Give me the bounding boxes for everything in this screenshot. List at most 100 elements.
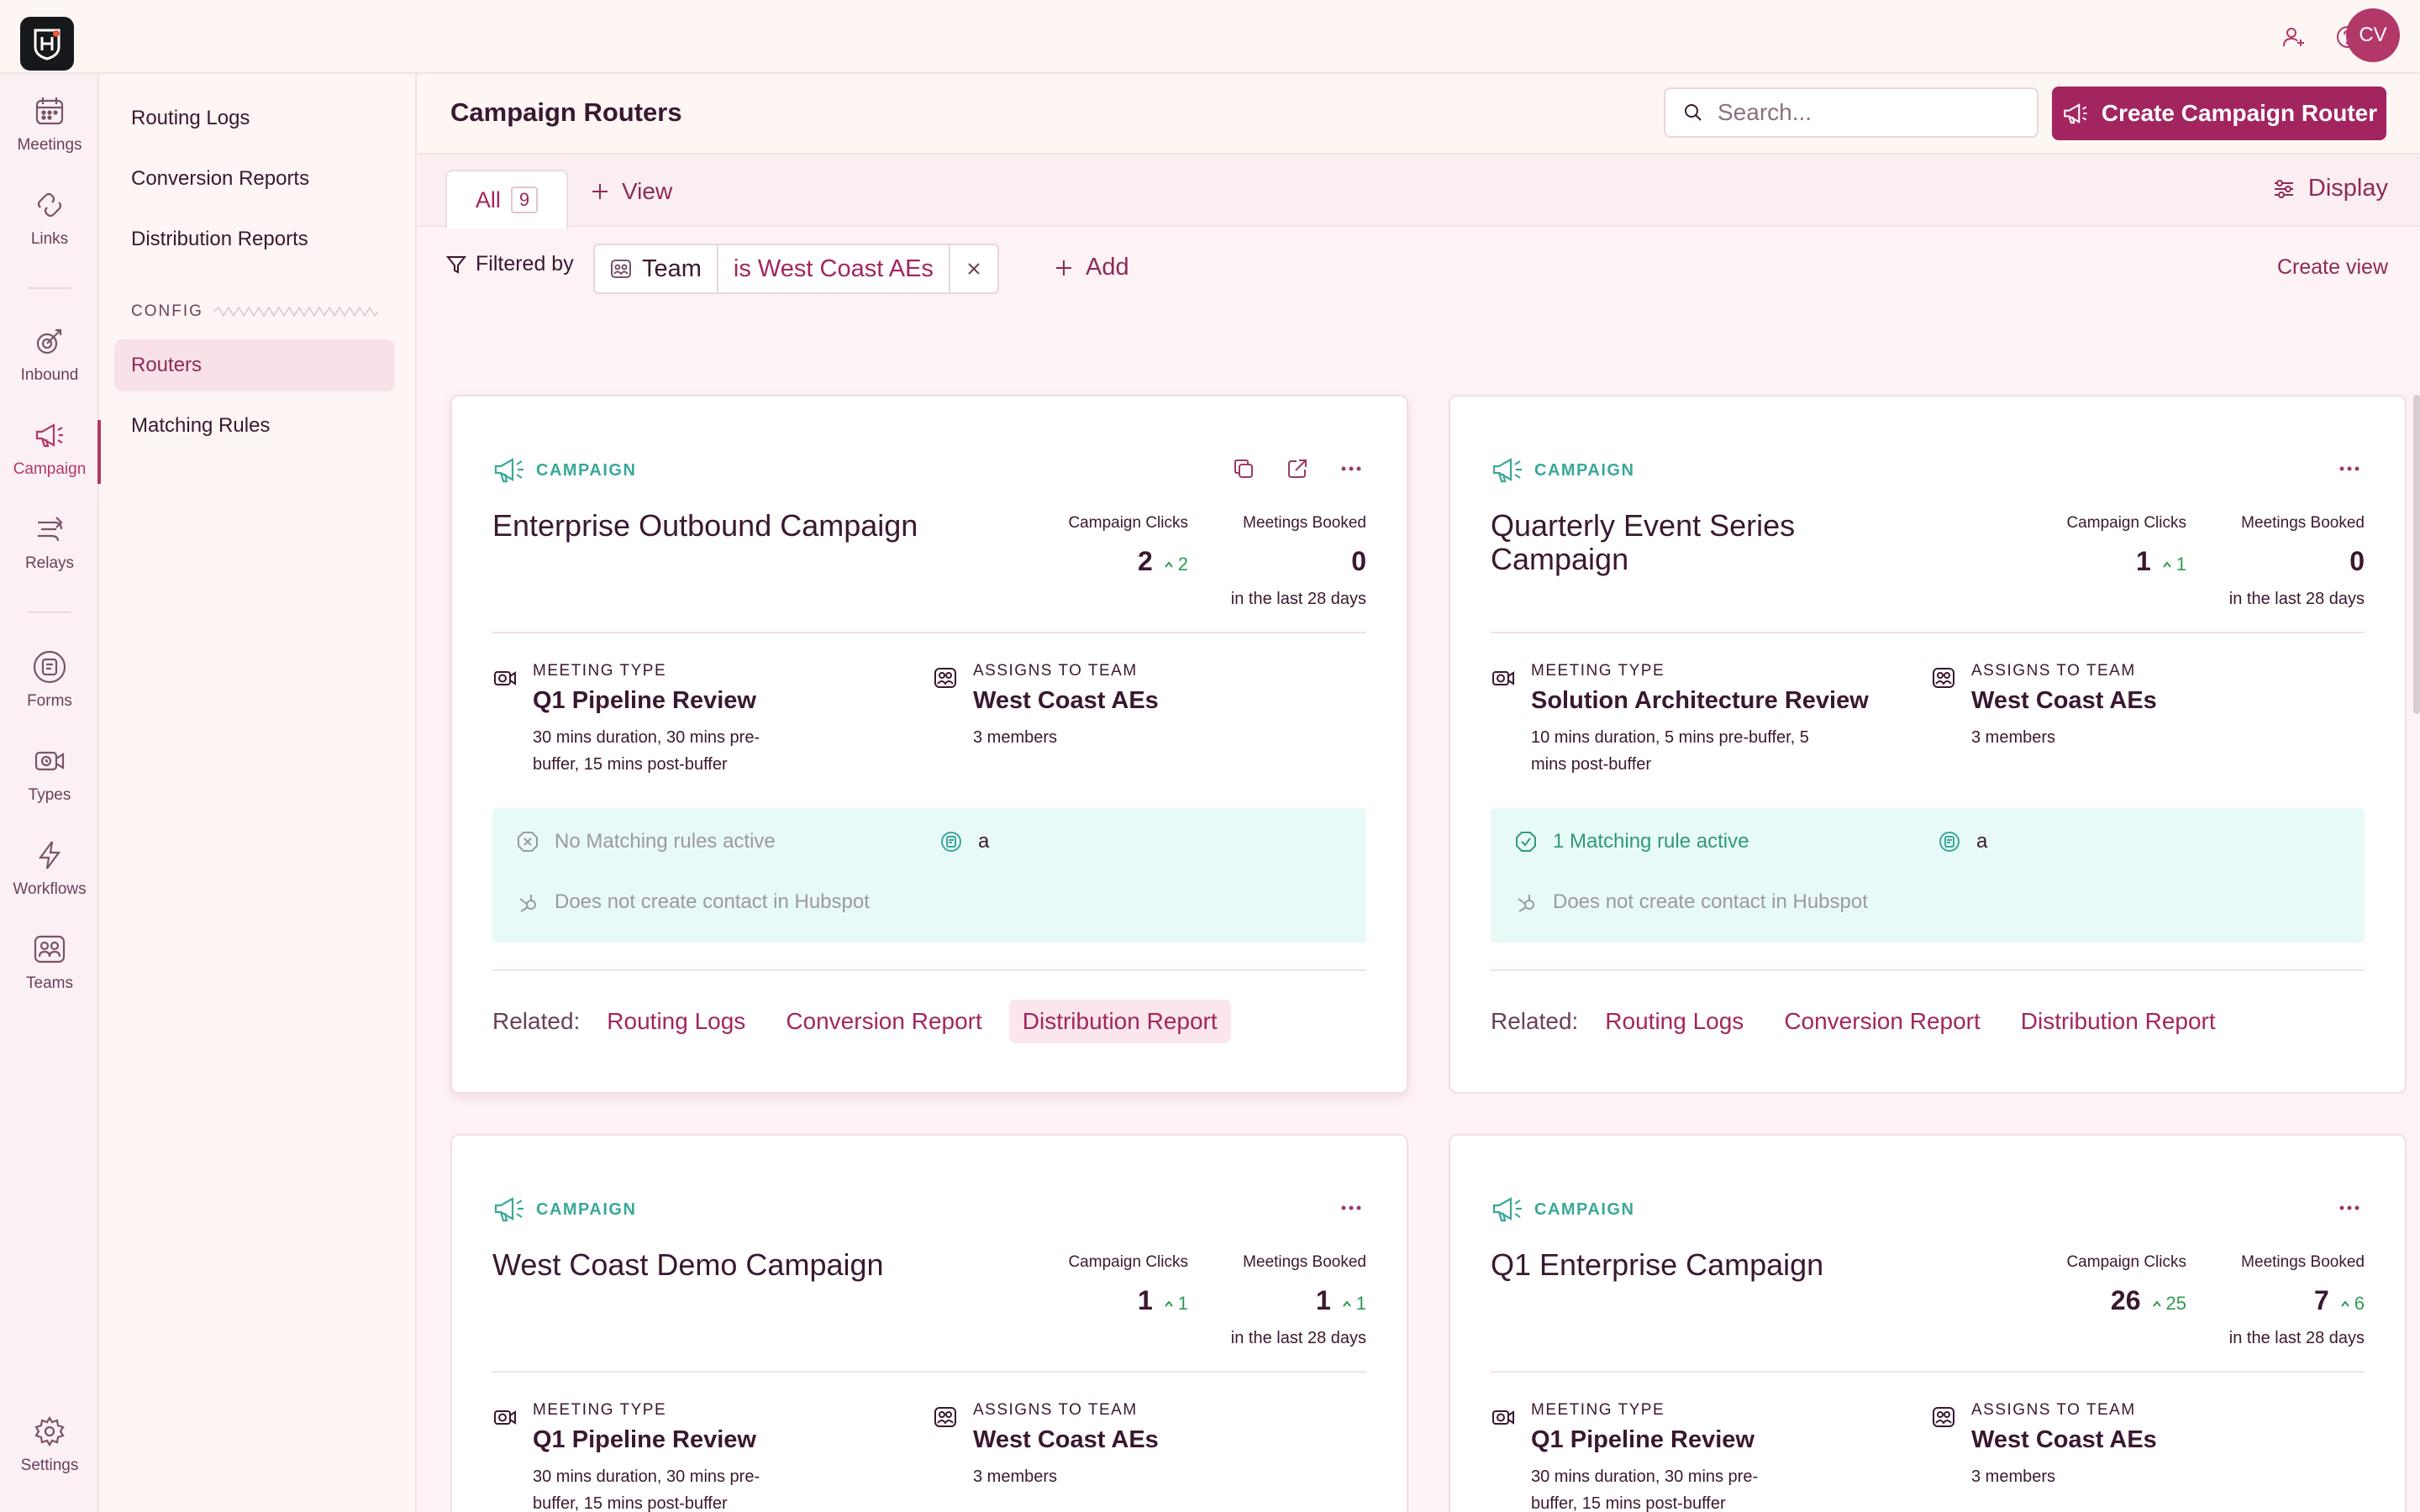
meeting-type-value[interactable]: Q1 Pipeline Review: [533, 687, 756, 714]
rail-item-campaign[interactable]: Campaign: [0, 417, 101, 501]
search-box[interactable]: [1664, 87, 2039, 138]
router-title[interactable]: Enterprise Outbound Campaign: [492, 508, 918, 543]
icon-rail: Meetings Links Inbound Campaign: [0, 74, 101, 1512]
rail-item-meetings[interactable]: Meetings: [0, 92, 99, 176]
inbound-icon: [31, 323, 68, 360]
related-routing-logs-link[interactable]: Routing Logs: [1605, 1008, 1744, 1034]
form-tag[interactable]: a: [1938, 830, 1987, 853]
matching-rules-status[interactable]: No Matching rules active: [516, 830, 776, 853]
campaign-badge: CAMPAIGN: [492, 455, 636, 486]
share-icon[interactable]: [1282, 454, 1313, 484]
team-value[interactable]: West Coast AEs: [973, 687, 1159, 714]
metric-value: 1: [1315, 1285, 1331, 1315]
related-distribution-report-link[interactable]: Distribution Report: [2020, 1008, 2216, 1034]
related-distribution-report-link[interactable]: Distribution Report: [1008, 1000, 1231, 1043]
remove-filter-button[interactable]: [950, 245, 997, 292]
form-tag[interactable]: a: [939, 830, 989, 853]
filter-field[interactable]: Team: [595, 245, 718, 292]
rail-item-forms[interactable]: Forms: [0, 648, 99, 732]
meeting-type-label: MEETING TYPE: [533, 662, 667, 680]
team-icon: [31, 931, 68, 968]
scrollbar[interactable]: [2413, 395, 2420, 714]
meeting-type-details: 30 mins duration, 30 mins pre-buffer, 15…: [1531, 1467, 1759, 1512]
rail-item-inbound[interactable]: Inbound: [0, 323, 99, 407]
copy-icon[interactable]: [1228, 454, 1259, 484]
router-card[interactable]: CAMPAIGN Quarterly Event Series Campaign…: [1449, 395, 2407, 1094]
meeting-type-value[interactable]: Q1 Pipeline Review: [533, 1426, 756, 1453]
meeting-type-value[interactable]: Solution Architecture Review: [1531, 687, 1869, 714]
team-label: ASSIGNS TO TEAM: [973, 662, 1138, 680]
display-button[interactable]: Display: [2271, 175, 2388, 202]
subnav-item-routers[interactable]: Routers: [114, 339, 395, 391]
campaign-badge-label: CAMPAIGN: [536, 460, 637, 480]
more-options-icon[interactable]: [1336, 1193, 1366, 1223]
campaign-badge: CAMPAIGN: [1491, 1194, 1634, 1225]
related-conversion-report-link[interactable]: Conversion Report: [1784, 1008, 1981, 1034]
add-user-icon[interactable]: [2277, 20, 2311, 54]
card-actions: [2334, 1193, 2365, 1223]
team-filter-chip[interactable]: Team is West Coast AEs: [593, 244, 999, 294]
team-value[interactable]: West Coast AEs: [1971, 687, 2157, 714]
app-logo[interactable]: [20, 17, 74, 71]
router-card[interactable]: CAMPAIGN Enterprise Outbound Campaign Ca…: [450, 395, 1408, 1094]
more-options-icon[interactable]: [2334, 1193, 2365, 1223]
router-rules-panel: No Matching rules active a Does not crea…: [492, 808, 1366, 942]
rail-item-settings[interactable]: Settings: [0, 1413, 99, 1497]
create-view-link[interactable]: Create view: [2277, 255, 2388, 279]
more-options-icon[interactable]: [2334, 454, 2365, 484]
wavy-divider: [213, 307, 378, 317]
team-value[interactable]: West Coast AEs: [973, 1426, 1159, 1453]
meeting-type-details: 10 mins duration, 5 mins pre-buffer, 5 m…: [1531, 728, 1809, 774]
create-campaign-router-button[interactable]: Create Campaign Router: [2052, 87, 2386, 140]
add-filter-button[interactable]: Add: [1054, 254, 1129, 281]
router-card[interactable]: CAMPAIGN Q1 Enterprise Campaign Campaign…: [1449, 1134, 2407, 1512]
hubspot-status: Does not create contact in Hubspot: [1514, 890, 1868, 914]
meetings-booked-metric: Meetings Booked 0: [1243, 514, 1366, 577]
router-title[interactable]: West Coast Demo Campaign: [492, 1247, 884, 1282]
subnav-item-matching-rules[interactable]: Matching Rules: [131, 414, 271, 437]
team-members: 3 members: [1971, 728, 2056, 747]
tab-all-label: All: [475, 186, 501, 213]
router-title[interactable]: Quarterly Event Series Campaign: [1491, 508, 1796, 576]
related-links: Related: Routing Logs Conversion Report …: [1491, 1000, 2229, 1043]
rail-item-workflows[interactable]: Workflows: [0, 837, 99, 921]
delta-value: 25: [2165, 1293, 2186, 1314]
related-routing-logs-link[interactable]: Routing Logs: [607, 1008, 746, 1034]
team-icon: [611, 260, 631, 278]
team-members: 3 members: [973, 1467, 1058, 1486]
related-conversion-report-link[interactable]: Conversion Report: [786, 1008, 982, 1034]
rail-item-types[interactable]: Types: [0, 743, 99, 827]
subnav-item-distribution-reports[interactable]: Distribution Reports: [131, 228, 308, 250]
rail-item-teams[interactable]: Teams: [0, 931, 99, 1015]
subnav-item-routing-logs[interactable]: Routing Logs: [131, 107, 250, 129]
meetings-booked-metric: Meetings Booked 0: [2241, 514, 2365, 577]
matching-rules-status[interactable]: 1 Matching rule active: [1514, 830, 1749, 853]
rail-item-relays[interactable]: Relays: [0, 511, 99, 595]
form-icon: [941, 832, 961, 852]
plus-icon: [1056, 260, 1071, 276]
metric-label: Campaign Clicks: [1068, 514, 1188, 532]
search-input[interactable]: [1718, 99, 2020, 126]
campaign-badge: CAMPAIGN: [1491, 455, 1634, 486]
filter-value[interactable]: is West Coast AEs: [718, 245, 950, 292]
meeting-type-value[interactable]: Q1 Pipeline Review: [1531, 1426, 1754, 1453]
top-bar: CV: [0, 0, 2420, 74]
add-view-button[interactable]: View: [590, 178, 672, 205]
router-title[interactable]: Q1 Enterprise Campaign: [1491, 1247, 1824, 1282]
more-options-icon[interactable]: [1336, 454, 1366, 484]
router-card[interactable]: CAMPAIGN West Coast Demo Campaign Campai…: [450, 1134, 1408, 1512]
rail-item-links[interactable]: Links: [0, 186, 99, 270]
metric-delta: 1: [2161, 554, 2186, 575]
rules-icon: [1516, 832, 1536, 852]
campaign-clicks-metric: Campaign Clicks 2 2: [1068, 514, 1188, 577]
metric-period: in the last 28 days: [2228, 590, 2365, 608]
subnav-item-conversion-reports[interactable]: Conversion Reports: [131, 167, 310, 190]
user-avatar[interactable]: CV: [2346, 8, 2400, 62]
team-value[interactable]: West Coast AEs: [1971, 1426, 2157, 1453]
metric-delta: 2: [1163, 554, 1188, 575]
sliders-icon: [2274, 179, 2293, 198]
divider: [492, 632, 1366, 633]
tab-all[interactable]: All 9: [445, 170, 568, 228]
display-label: Display: [2307, 175, 2388, 202]
relay-icon: [31, 511, 68, 548]
